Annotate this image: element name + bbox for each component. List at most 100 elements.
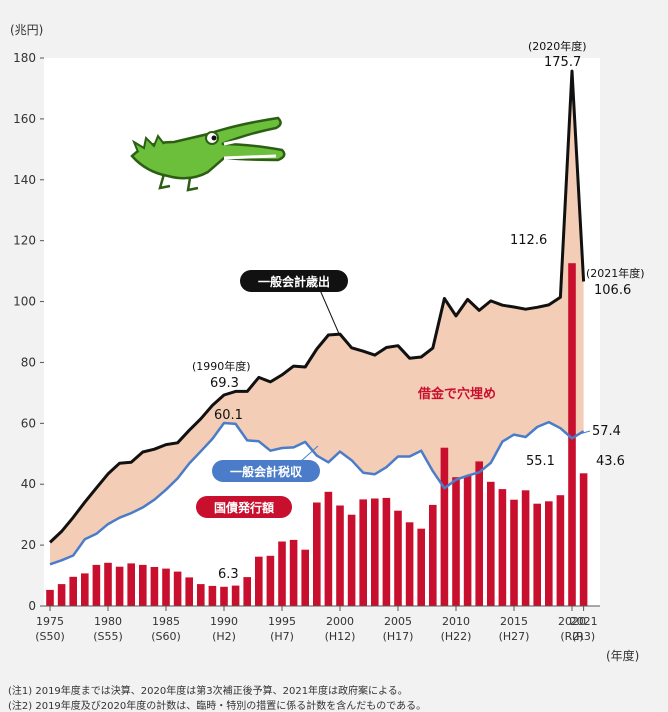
bond-bar-2021 [579,473,588,606]
annotation-2021-bonds: 43.6 [596,454,625,469]
bond-bar-2012 [475,461,483,606]
x-tick-label: 2005 [384,615,412,628]
y-tick-label: 120 [13,234,36,248]
x-unit-label: (年度) [606,648,639,663]
x-tick-era: (H27) [499,630,530,643]
deficit-label: 借金で穴埋め [417,386,496,402]
y-tick-label: 160 [13,112,36,126]
x-tick-era: (H22) [441,630,472,643]
bond-bar-1977 [69,576,77,606]
bond-bar-1985 [162,568,170,606]
x-tick-era: (S60) [151,630,181,643]
bond-bar-2015 [510,499,518,606]
x-tick-era: (H2) [212,630,236,643]
bond-bar-1978 [81,573,89,606]
x-tick-era: (H7) [270,630,294,643]
x-tick-label: 2020 [558,615,586,628]
bond-bar-2006 [405,522,414,606]
bond-bar-1996 [289,539,298,606]
bond-bar-2017 [533,503,541,606]
x-tick-era: (H17) [383,630,414,643]
y-tick-label: 180 [13,51,36,65]
note-1: (注1) 2019年度までは決算、2020年度は第3次補正後予算、2021年度は… [8,686,408,697]
bond-bar-2001 [347,514,356,606]
bond-bar-1991 [231,585,240,606]
y-axis: 0 20 40 60 80 100 120 140 160 180 [13,51,44,613]
bond-bar-1989 [208,585,217,606]
bond-bar-2009 [440,447,449,606]
bond-bar-2004 [382,497,391,606]
y-tick-label: 140 [13,173,36,187]
bond-bar-2010 [452,477,460,606]
bond-bar-1993 [255,556,263,606]
x-tick-label: 2021 [570,615,598,628]
bond-bar-1987 [185,577,193,606]
x-tick-label: 2015 [500,615,528,628]
bond-bar-1982 [127,563,135,606]
annotation-2020-year: (2020年度) [528,39,587,53]
x-tick-era: (H12) [325,630,356,643]
x-tick-label: 2000 [326,615,354,628]
annotation-2020-bonds: 112.6 [510,233,547,248]
bond-bar-1992 [243,577,251,606]
x-tick-label: 1975 [36,615,64,628]
x-tick-label: 2010 [442,615,470,628]
bond-bar-2007 [417,528,425,606]
annotation-2021-tax: 57.4 [592,424,621,439]
bond-bar-2003 [371,498,379,606]
annotation-1990-tax: 60.1 [214,408,243,423]
tax-legend-label: 一般会計税収 [230,464,303,479]
bond-bar-1984 [150,567,159,606]
bond-bars [46,263,588,606]
x-tick-label: 1980 [94,615,122,628]
y-tick-label: 40 [21,477,36,491]
crocodile-icon [130,116,286,192]
bond-bar-1980 [104,562,112,606]
bond-bar-1997 [301,549,309,606]
y-tick-label: 100 [13,295,36,309]
annotation-2021-year: (2021年度) [586,266,645,280]
bonds-legend-label: 国債発行額 [214,500,274,515]
bond-bar-2016 [521,490,530,606]
annotation-1990-bonds: 6.3 [218,567,239,582]
bond-bar-1975 [46,589,54,606]
bond-bar-1990 [220,586,228,606]
bond-bar-2008 [429,504,437,606]
bond-bar-1986 [173,571,182,606]
tax-legend-pill [212,460,320,482]
x-tick-label: 1995 [268,615,296,628]
bond-bar-1976 [57,584,66,606]
bond-bar-1983 [139,564,147,606]
x-tick-label: 1985 [152,615,180,628]
bond-bar-2019 [556,495,565,606]
expenditure-line [48,69,586,544]
tax-leader [299,445,319,463]
bond-bar-1998 [313,502,321,606]
bond-bar-2013 [487,481,495,606]
bond-bar-2014 [498,489,507,606]
bonds-legend-pill [196,496,292,518]
bond-bar-2018 [545,501,553,606]
bond-bar-1981 [115,566,124,606]
tax-2021-leader [575,430,591,436]
bond-bar-2002 [359,499,367,606]
expenditure-leader [319,289,341,337]
bond-bar-1988 [197,584,205,606]
x-tick-era: (R2) [560,630,583,643]
bond-bar-1994 [266,555,275,606]
x-axis: 1975 (S50) 1980 (S55) 1985 (S60) 1990 (H2) 1995 (… [35,606,598,643]
x-tick-era: (R3) [572,630,595,643]
y-tick-label: 20 [21,538,36,552]
bond-bar-1999 [324,491,333,606]
x-tick-era: (S50) [35,630,65,643]
y-tick-label: 0 [28,599,36,613]
bond-bar-1979 [92,564,101,606]
note-2: (注2) 2019年度及び2020年度の計数は、臨時・特別の措置に係る計数を含ん… [8,701,427,712]
expenditure-legend-pill [240,270,348,292]
y-unit-label: (兆円) [10,23,43,37]
deficit-area [50,71,584,565]
bond-bar-2020 [568,263,576,606]
tax-revenue-line [49,420,585,566]
annotation-2020-tax: 55.1 [526,454,555,469]
